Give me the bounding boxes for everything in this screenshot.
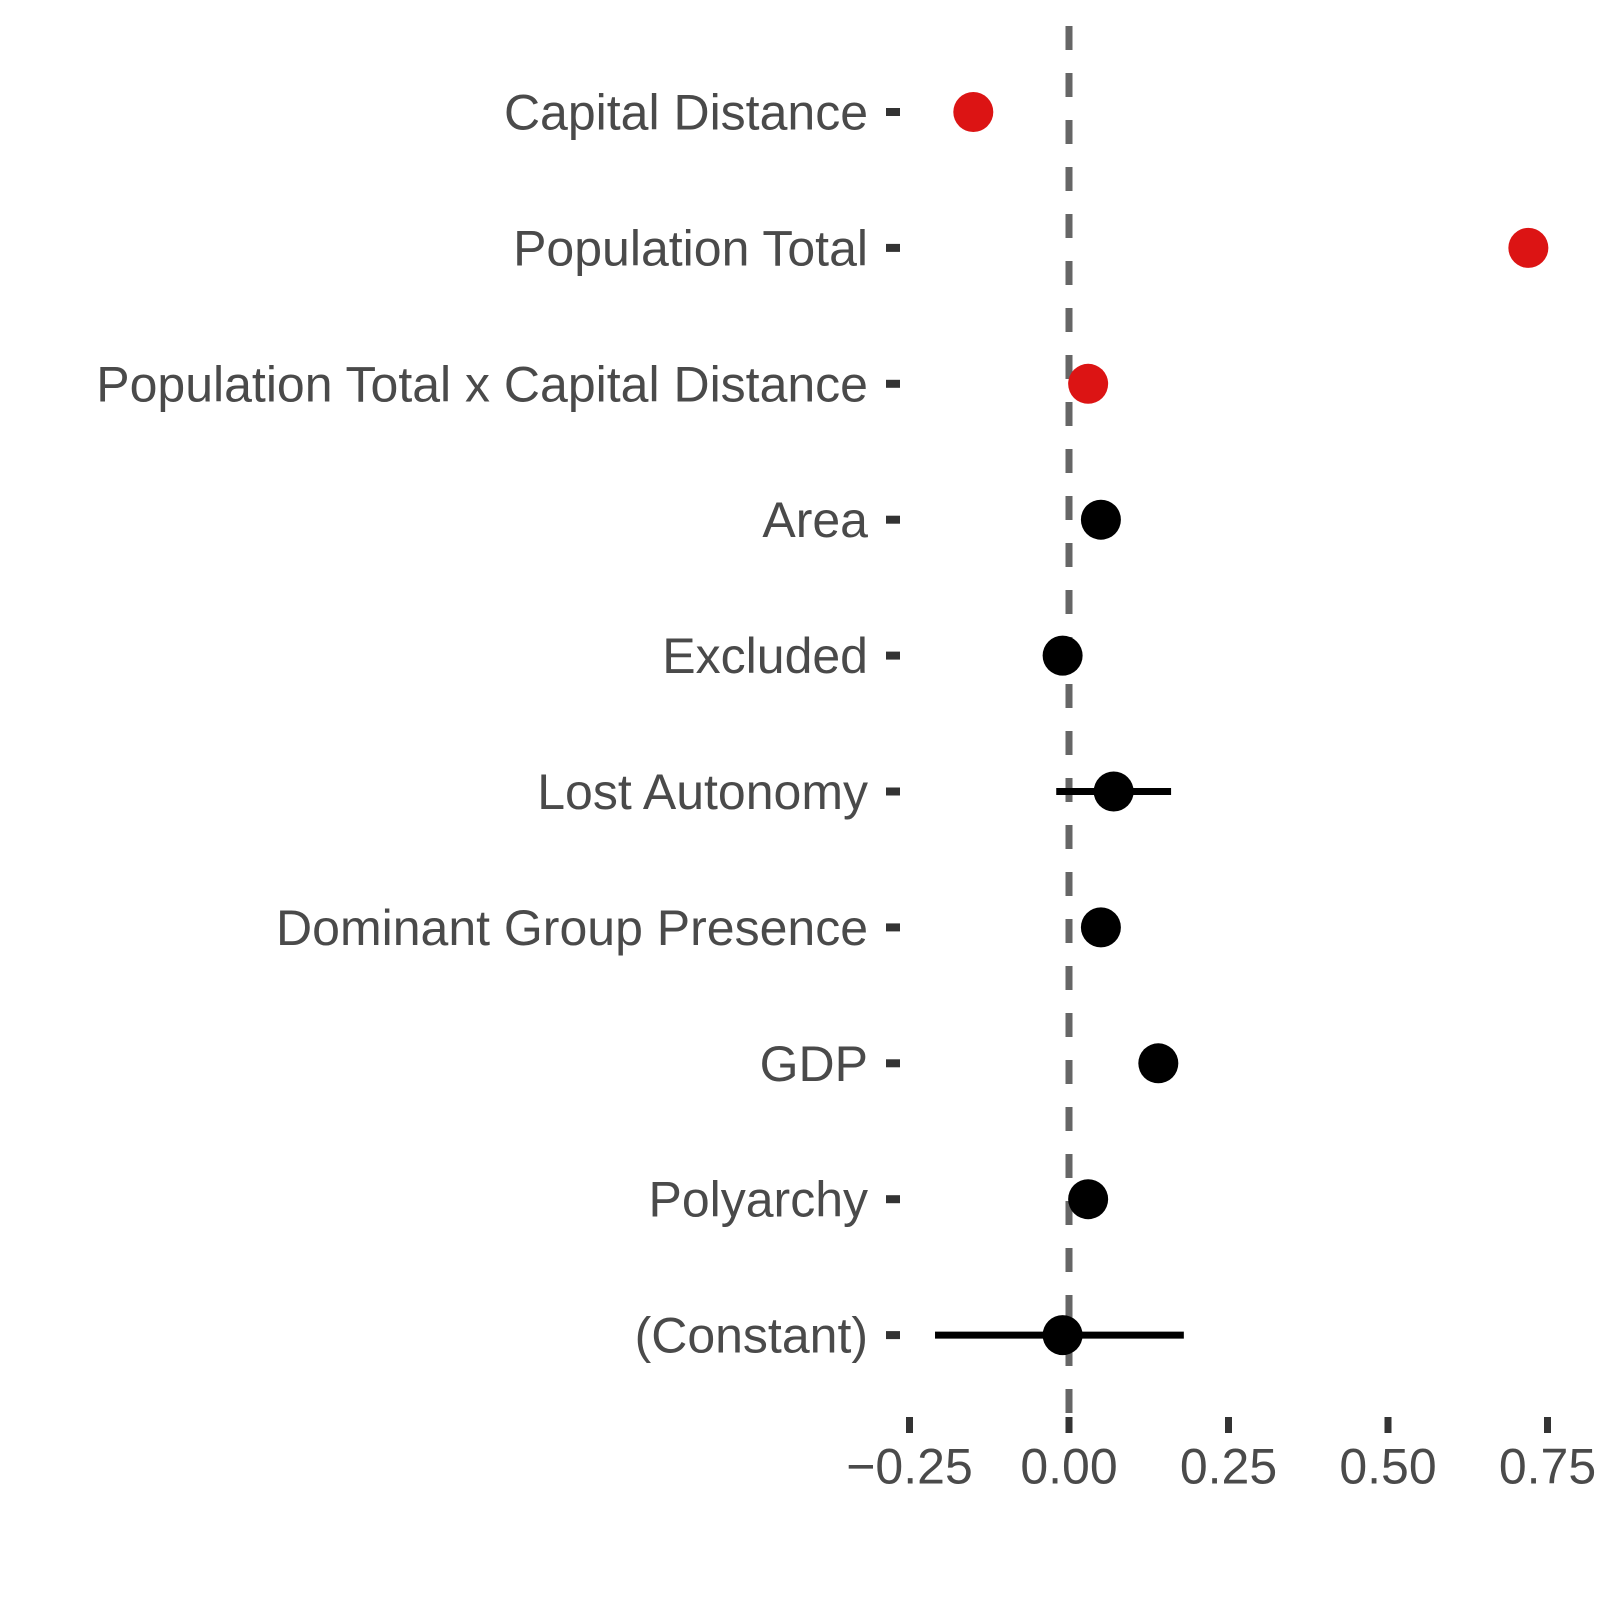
coefficient-dot bbox=[953, 92, 994, 132]
coefficient-dot bbox=[1042, 635, 1083, 676]
y-axis-label: GDP bbox=[760, 1036, 868, 1092]
coefficient-dot bbox=[1068, 363, 1109, 404]
y-axis-label: Capital Distance bbox=[504, 85, 868, 141]
coefficient-dot bbox=[1508, 227, 1549, 268]
coefficient-dot bbox=[1093, 771, 1134, 812]
coefficient-dot bbox=[1138, 1043, 1179, 1084]
coefficient-dot bbox=[1080, 499, 1121, 540]
y-axis-label: Population Total bbox=[513, 220, 868, 276]
y-axis-label: Excluded bbox=[662, 628, 868, 684]
y-axis-label: Polyarchy bbox=[648, 1172, 868, 1228]
coefficient-dot bbox=[1080, 907, 1121, 948]
y-axis-label: Dominant Group Presence bbox=[276, 900, 868, 956]
y-axis-label: Population Total x Capital Distance bbox=[96, 356, 868, 412]
x-axis-tick-label: 0.75 bbox=[1499, 1439, 1596, 1495]
y-axis-label: (Constant) bbox=[635, 1308, 868, 1364]
x-axis-tick-label: 0.50 bbox=[1339, 1439, 1436, 1495]
x-axis-tick-label: −0.25 bbox=[846, 1439, 973, 1495]
x-axis-tick-label: 0.25 bbox=[1180, 1439, 1277, 1495]
coefficient-dot bbox=[1042, 1315, 1083, 1356]
x-axis-tick-label: 0.00 bbox=[1020, 1439, 1117, 1495]
y-axis-label: Area bbox=[762, 492, 868, 548]
y-axis-label: Lost Autonomy bbox=[537, 764, 868, 820]
coefficient-dot bbox=[1068, 1179, 1109, 1220]
